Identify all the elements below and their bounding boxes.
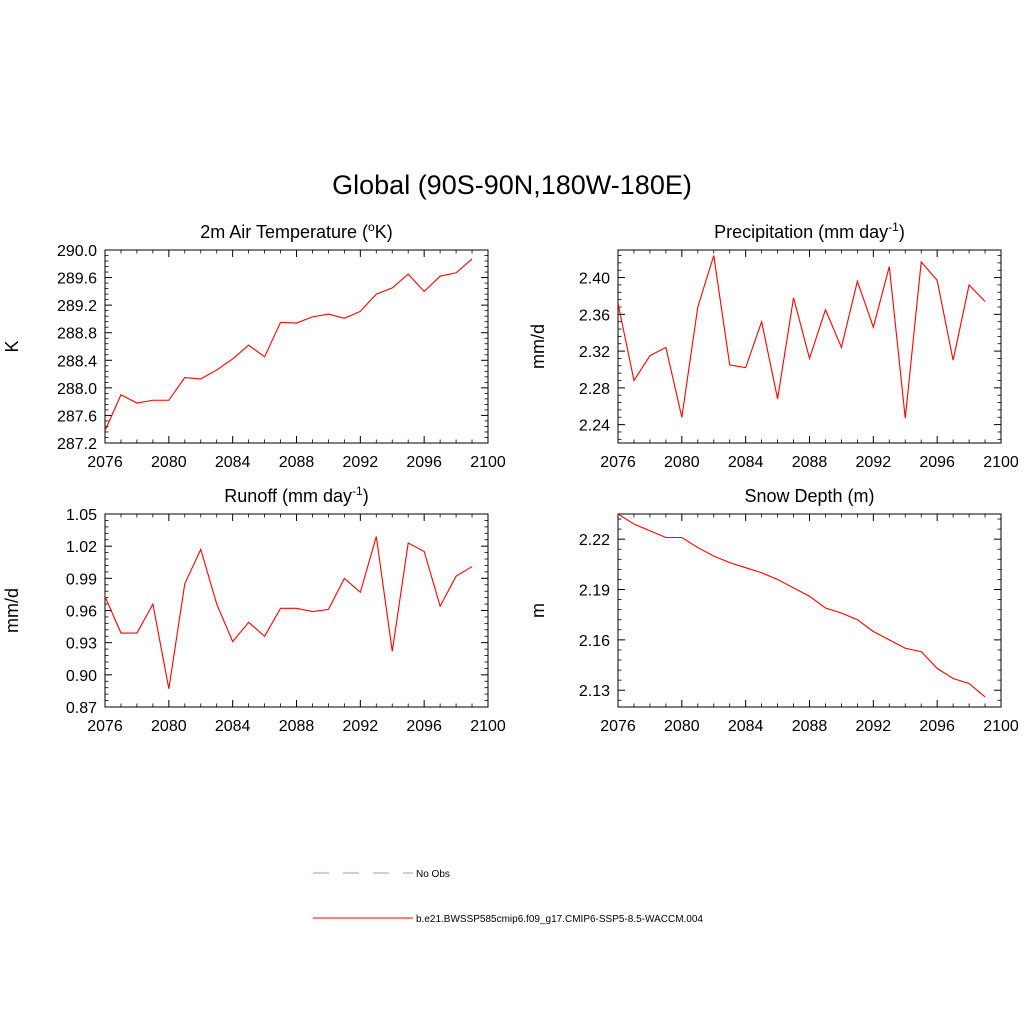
y-axis-label: mm/d [528,324,548,369]
page-title: Global (90S-90N,180W-180E) [332,170,692,200]
chart-panel-temp: 2076 2080 2084 2088 2092 2096 2100 287.2 287.6 28… [2,220,506,471]
panel-title-superscript: -1 [888,220,899,234]
x-tick-label: 2092 [343,718,379,735]
y-tick-label: 2.22 [579,532,610,549]
series-line [618,514,986,698]
y-tick-label: 1.05 [66,507,97,524]
panel-title-main: Runoff (mm day [224,486,352,506]
x-tick-label: 2100 [470,718,506,735]
y-tick-label: 2.28 [579,381,610,398]
y-tick-label: 288.4 [57,353,97,370]
x-tick-label: 2080 [664,718,700,735]
y-tick-label: 288.8 [57,326,97,343]
x-tick-label: 2092 [856,718,892,735]
y-tick-label: 287.2 [57,436,97,453]
x-tick-label: 2084 [728,718,764,735]
x-tick-label: 2100 [983,454,1019,471]
x-tick-label: 2100 [983,718,1019,735]
x-tick-label: 2088 [279,718,315,735]
x-tick-label: 2080 [151,454,187,471]
y-tick-label: 1.02 [66,539,97,556]
panel-title-tail: ) [899,222,905,242]
x-tick-label: 2080 [151,718,187,735]
plot-frame [617,249,1002,444]
series-line [105,258,473,431]
legend-label: No Obs [416,869,450,880]
y-tick-label: 0.87 [66,700,97,717]
panel-title: Runoff (mm day-1) [224,484,368,506]
y-tick-label: 2.13 [579,683,610,700]
panel-title: Precipitation (mm day-1) [714,220,905,242]
y-tick-label: 287.6 [57,408,97,425]
y-axis-label: K [2,340,22,352]
panel-title-superscript: o [368,220,375,234]
panel-title-tail: ) [363,486,369,506]
x-tick-label: 2088 [792,454,828,471]
y-tick-label: 2.36 [579,307,610,324]
x-tick-label: 2076 [87,718,123,735]
x-tick-label: 2088 [792,718,828,735]
y-tick-label: 2.24 [579,418,610,435]
x-tick-label: 2096 [406,454,442,471]
x-tick-label: 2084 [215,454,251,471]
y-tick-label: 289.2 [57,298,97,315]
x-tick-label: 2088 [279,454,315,471]
panel-title-tail: K) [375,222,393,242]
x-tick-label: 2076 [600,454,636,471]
plot-frame [104,249,489,444]
legend-label: b.e21.BWSSP585cmip6.f09_g17.CMIP6-SSP5-8… [416,914,703,925]
chart-panel-runoff: 2076 2080 2084 2088 2092 2096 2100 0.87 0.90 0.93… [2,484,506,735]
y-tick-label: 2.16 [579,633,610,650]
series-line [618,255,986,419]
y-axis-label: m [528,603,548,618]
chart-panel-precip: 2076 2080 2084 2088 2092 2096 2100 2.24 2.28 2.32… [528,220,1019,471]
x-tick-label: 2100 [470,454,506,471]
y-tick-label: 290.0 [57,243,97,260]
x-tick-label: 2096 [919,454,955,471]
series-line [105,536,473,689]
legend: No Obs b.e21.BWSSP585cmip6.f09_g17.CMIP6-… [313,869,703,925]
x-tick-label: 2080 [664,454,700,471]
y-tick-label: 2.32 [579,344,610,361]
y-tick-label: 288.0 [57,381,97,398]
panel-title-main: Precipitation (mm day [714,222,888,242]
panel-title: 2m Air Temperature (oK) [200,220,392,242]
y-tick-label: 0.90 [66,668,97,685]
y-tick-label: 2.40 [579,271,610,288]
y-tick-label: 0.93 [66,636,97,653]
x-tick-label: 2084 [215,718,251,735]
y-axis-label: mm/d [2,588,22,633]
y-tick-label: 0.99 [66,571,97,588]
x-tick-label: 2092 [343,454,379,471]
x-tick-label: 2076 [87,454,123,471]
x-tick-label: 2084 [728,454,764,471]
y-tick-label: 289.6 [57,271,97,288]
panel-title-main: Snow Depth (m) [744,486,874,506]
chart-panel-snow: 2076 2080 2084 2088 2092 2096 2100 2.13 2.16 2.19… [528,486,1019,735]
x-tick-label: 2096 [406,718,442,735]
plot-frame [617,513,1002,708]
x-tick-label: 2096 [919,718,955,735]
x-tick-label: 2092 [856,454,892,471]
plot-frame [104,513,489,708]
panel-title-main: 2m Air Temperature ( [200,222,368,242]
panel-title-superscript: -1 [352,484,363,498]
panel-title: Snow Depth (m) [744,486,874,506]
y-tick-label: 0.96 [66,604,97,621]
y-tick-label: 2.19 [579,583,610,600]
x-tick-label: 2076 [600,718,636,735]
